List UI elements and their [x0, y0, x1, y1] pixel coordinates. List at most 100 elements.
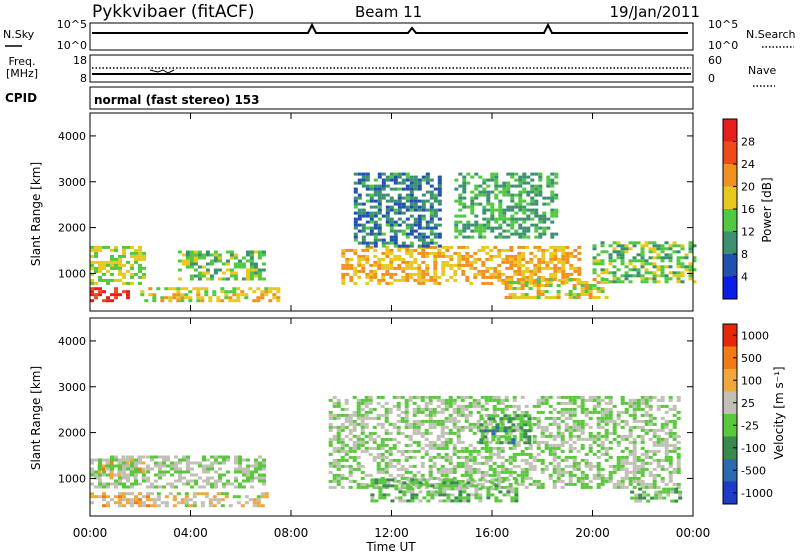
velocity-echo-cell — [648, 485, 653, 489]
velocity-echo-cell — [408, 425, 413, 429]
velocity-echo-cell — [536, 482, 541, 486]
velocity-echo-cell — [146, 464, 150, 468]
power-echo-cell — [624, 271, 629, 275]
velocity-echo-cell — [90, 467, 94, 471]
power-echo-cell — [397, 205, 402, 209]
velocity-echo-cell — [210, 455, 214, 459]
velocity-echo-cell — [416, 449, 421, 453]
velocity-echo-cell — [146, 498, 150, 502]
velocity-echo-cell — [464, 413, 469, 417]
velocity-echo-cell — [130, 461, 134, 465]
power-echo-cell — [576, 293, 581, 296]
velocity-echo-cell — [636, 458, 641, 462]
velocity-echo-cell — [656, 461, 661, 465]
velocity-echo-cell — [102, 492, 106, 496]
velocity-echo-cell — [456, 395, 461, 399]
velocity-echo-cell — [418, 499, 423, 503]
power-echo-cell — [652, 241, 657, 245]
power-echo-cell — [409, 187, 414, 191]
power-echo-cell — [648, 256, 653, 260]
velocity-echo-cell — [382, 493, 387, 497]
velocity-echo-cell — [668, 473, 673, 477]
velocity-echo-cell — [106, 485, 110, 489]
velocity-echo-cell — [572, 398, 577, 402]
velocity-echo-cell — [198, 476, 202, 480]
power-echo-cell — [481, 275, 486, 279]
power-echo-cell — [377, 232, 382, 236]
power-echo-cell — [90, 290, 94, 294]
power-echo-cell — [409, 263, 414, 267]
power-echo-cell — [553, 269, 558, 273]
velocity-echo-cell — [532, 479, 537, 483]
velocity-echo-cell — [400, 464, 405, 468]
power-echo-cell — [389, 257, 394, 261]
power-echo-cell — [353, 220, 358, 224]
power-echo-cell — [692, 244, 697, 248]
power-echo-cell — [385, 254, 390, 258]
velocity-echo-cell — [380, 446, 385, 450]
velocity-echo-cell — [488, 419, 493, 423]
power-echo-cell — [632, 256, 637, 260]
nsky-label: N.Sky — [3, 28, 35, 41]
power-echo-cell — [461, 269, 466, 273]
velocity-echo-cell — [438, 493, 443, 497]
velocity-colorbar-segment — [723, 324, 737, 347]
power-echo-cell — [413, 229, 418, 233]
power-echo-cell — [652, 256, 657, 260]
velocity-echo-cell — [640, 440, 645, 444]
power-echo-cell — [600, 262, 605, 266]
power-echo-cell — [409, 199, 414, 203]
power-echo-cell — [546, 202, 551, 206]
velocity-echo-cell — [496, 455, 501, 459]
velocity-echo-cell — [620, 449, 625, 453]
velocity-echo-cell — [624, 401, 629, 405]
velocity-echo-cell — [536, 422, 541, 426]
power-echo-cell — [644, 262, 649, 266]
power-echo-cell — [205, 262, 210, 266]
velocity-echo-cell — [640, 401, 645, 405]
velocity-echo-cell — [378, 496, 383, 500]
velocity-echo-cell — [640, 434, 645, 438]
velocity-echo-cell — [524, 470, 529, 474]
power-echo-cell — [417, 275, 422, 279]
velocity-echo-cell — [142, 495, 146, 499]
power-echo-cell — [522, 226, 527, 230]
power-echo-cell — [268, 290, 273, 294]
power-echo-cell — [369, 211, 374, 215]
power-echo-cell — [253, 262, 258, 266]
velocity-echo-cell — [480, 434, 485, 438]
velocity-echo-cell — [152, 498, 157, 502]
velocity-echo-cell — [660, 467, 665, 471]
power-echo-cell — [640, 280, 645, 284]
velocity-echo-cell — [656, 404, 661, 408]
velocity-echo-cell — [436, 395, 441, 399]
velocity-echo-cell — [508, 470, 513, 474]
velocity-echo-cell — [444, 407, 449, 411]
velocity-echo-cell — [336, 476, 341, 480]
power-echo-cell — [688, 265, 693, 269]
power-echo-cell — [508, 281, 513, 284]
velocity-echo-cell — [328, 422, 333, 426]
velocity-echo-cell — [600, 473, 605, 477]
power-echo-cell — [513, 263, 518, 267]
velocity-echo-cell — [548, 410, 553, 414]
velocity-echo-cell — [670, 490, 675, 494]
velocity-echo-cell — [436, 422, 441, 426]
velocity-colorbar-tick-label: -500 — [741, 464, 766, 477]
power-echo-cell — [557, 248, 562, 252]
power-echo-cell — [445, 248, 450, 252]
power-echo-cell — [644, 241, 649, 245]
velocity-echo-cell — [632, 470, 637, 474]
power-echo-cell — [209, 274, 214, 278]
velocity-echo-cell — [476, 422, 481, 426]
power-echo-cell — [502, 217, 507, 221]
velocity-echo-cell — [190, 473, 194, 477]
velocity-echo-cell — [632, 437, 637, 441]
power-echo-cell — [122, 263, 126, 267]
velocity-echo-cell — [632, 446, 637, 450]
power-y-tick-label: 1000 — [58, 267, 86, 280]
velocity-echo-cell — [640, 458, 645, 462]
power-echo-cell — [405, 205, 410, 209]
power-echo-cell — [217, 259, 222, 263]
velocity-echo-cell — [458, 484, 463, 488]
